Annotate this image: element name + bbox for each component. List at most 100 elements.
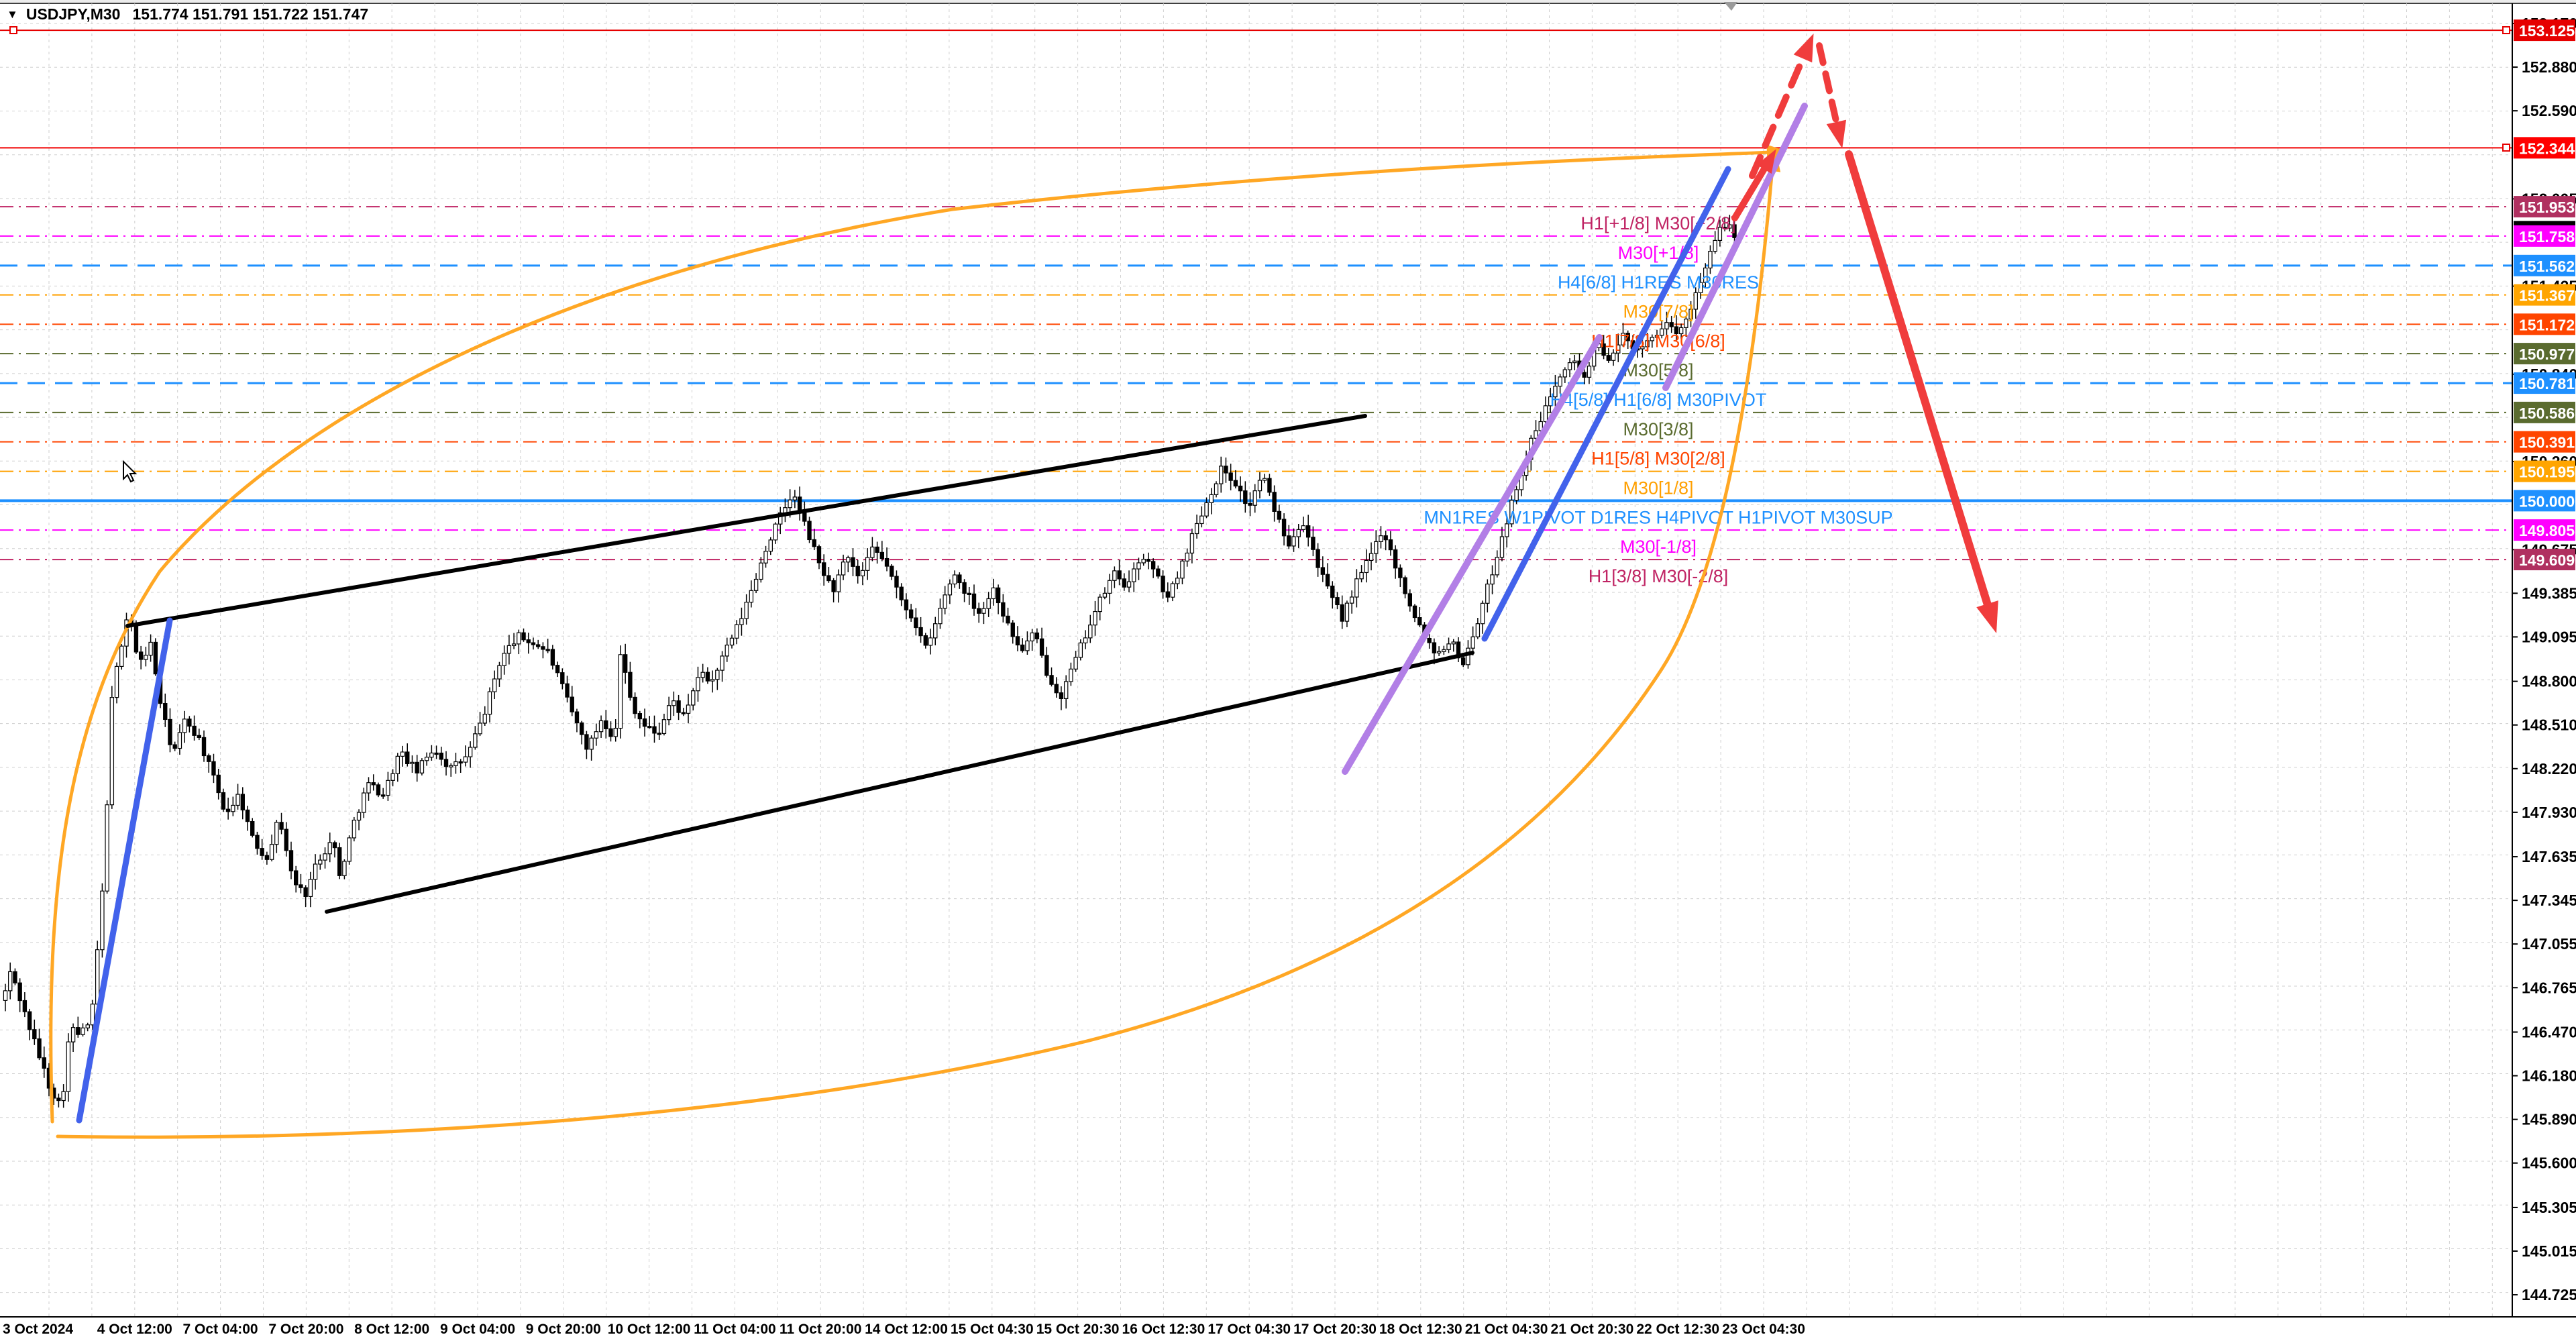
candle-body [1059,692,1064,699]
candle-body [1316,549,1320,568]
level-price-badge: 150.000 [2519,492,2575,510]
candle-body [1325,574,1330,587]
candle-body [1538,421,1543,431]
candle-body [1054,684,1059,694]
candle-body [274,822,279,845]
time-tick-label: 11 Oct 04:00 [694,1322,776,1337]
candle-body [1703,267,1708,283]
candle-body [841,561,846,576]
candle-body [1069,668,1073,682]
price-tick-label: 152.590 [2522,102,2576,119]
candle-body [366,782,371,794]
candle-body [1717,227,1723,242]
candle-body [231,804,235,812]
price-tick-label: 148.800 [2522,673,2576,690]
candle-body [1248,502,1252,506]
time-tick-label: 7 Oct 20:00 [268,1322,343,1337]
candle-body [1470,636,1475,649]
candle-body [114,665,119,698]
candle-body [1616,344,1621,354]
candle-body [163,702,168,720]
candle-body [724,644,729,657]
candle-body [1582,372,1587,378]
candle-body [812,539,816,547]
candle-body [1436,651,1442,653]
candle-body [332,842,337,849]
price-axis[interactable]: 153.170152.880152.590152.005151.425150.8… [2512,15,2576,1303]
level-price-badge-bg [2514,137,2575,159]
candle-body [657,733,661,735]
candle-body [80,1027,85,1035]
candle-body [1180,560,1185,579]
candle-body [1480,602,1485,625]
candle-body [463,756,468,763]
candle-body [759,562,763,580]
candle-body [1097,596,1102,612]
candle-body [1146,558,1151,562]
candle-body [517,632,521,645]
candle-body [1505,523,1509,537]
candle-body [1305,525,1311,538]
red-dashed-arrow-down-head-icon [1826,119,1847,149]
candle-body [56,1097,61,1102]
candle-body [424,757,429,761]
candle-body [846,557,851,563]
candle-body [1161,576,1165,592]
candle-body [148,641,153,656]
candle-body [1175,578,1180,584]
price-tick-label: 149.095 [2522,628,2576,645]
candle-body [865,557,870,571]
candle-body [996,587,1001,604]
symbol-dropdown-icon[interactable]: ▼ [7,7,18,21]
candle-body [1344,602,1350,622]
candle-body [1122,578,1127,588]
candle-body [318,859,323,865]
level-price-badge-bg [2514,254,2575,276]
time-axis[interactable]: 3 Oct 2024 4 Oct 12:00 7 Oct 04:00 7 Oct 20… [3,1322,1805,1337]
candle-body [3,990,8,1001]
candle-body [1567,362,1572,370]
candle-body [952,574,957,585]
candle-body [1674,326,1679,335]
candle-body [225,808,231,812]
blue-trendline-left [76,617,173,1124]
candle-body [1645,340,1650,347]
level-price-badge: 151.758 [2519,228,2575,246]
red-line-endpoint-marker [2502,26,2510,34]
level-price-badge-bg [2514,401,2575,423]
time-tick-label: 17 Oct 04:30 [1208,1322,1291,1337]
candle-body [352,819,357,839]
candle-body [933,623,938,639]
candle-body [269,844,274,860]
candle-body [1572,360,1577,364]
candle-body [749,590,754,603]
candle-body [1107,580,1112,594]
level-price-badge-bg [2514,549,2575,571]
candle-body [308,879,313,898]
candle-body [1126,581,1132,588]
candle-body [991,587,996,600]
candle-body [17,982,22,1002]
candle-body [42,1057,46,1069]
candle-body [473,733,478,748]
chart-drawings [49,2,1998,1139]
red-line-endpoint-marker [9,26,17,34]
candle-body [938,608,943,625]
candle-body [720,655,724,671]
candle-body [914,617,918,629]
candle-body [207,755,211,762]
time-tick-label: 23 Oct 04:30 [1722,1322,1805,1337]
candle-body [1277,511,1282,520]
candle-body [686,704,691,714]
candle-body [1340,604,1344,622]
candle-body [482,714,487,724]
candle-body [1117,570,1122,580]
candle-body [1044,655,1049,676]
candle-body [816,546,822,564]
candle-body [1267,478,1272,493]
candle-body [1006,615,1010,624]
candle-body [1073,657,1078,670]
time-tick-label: 15 Oct 04:30 [951,1322,1034,1337]
candle-body [1320,567,1326,575]
